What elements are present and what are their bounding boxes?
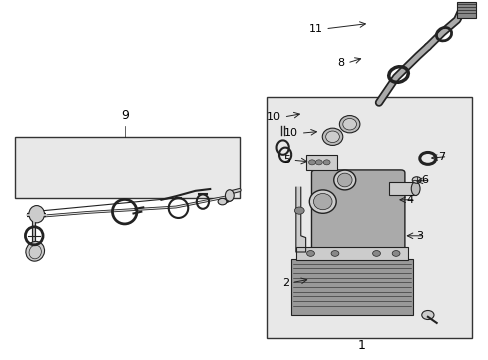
Circle shape: [308, 160, 315, 165]
Ellipse shape: [411, 177, 420, 183]
Circle shape: [315, 160, 322, 165]
Text: 10: 10: [266, 112, 281, 122]
Bar: [456, 2, 475, 18]
Text: 7: 7: [437, 152, 444, 162]
Bar: [388, 182, 415, 195]
Circle shape: [323, 160, 329, 165]
Ellipse shape: [333, 170, 355, 190]
Ellipse shape: [325, 131, 339, 143]
Circle shape: [306, 251, 314, 256]
Text: 6: 6: [420, 175, 427, 185]
Ellipse shape: [339, 116, 359, 133]
Bar: [290, 259, 412, 315]
Text: 4: 4: [405, 195, 412, 205]
Text: 10: 10: [284, 128, 298, 138]
Circle shape: [330, 251, 338, 256]
Text: 3: 3: [415, 231, 422, 241]
Ellipse shape: [421, 310, 433, 320]
Text: 5: 5: [283, 155, 289, 165]
Polygon shape: [295, 187, 305, 252]
Bar: [15, 137, 239, 198]
Circle shape: [294, 207, 304, 214]
Ellipse shape: [29, 206, 44, 223]
Ellipse shape: [342, 118, 356, 130]
Ellipse shape: [337, 173, 351, 187]
Ellipse shape: [26, 242, 44, 261]
Bar: [266, 97, 471, 338]
Bar: [295, 247, 407, 260]
Circle shape: [372, 251, 380, 256]
Circle shape: [391, 251, 399, 256]
Ellipse shape: [308, 190, 336, 213]
FancyBboxPatch shape: [311, 170, 404, 255]
Ellipse shape: [313, 194, 331, 210]
Ellipse shape: [322, 128, 342, 145]
Ellipse shape: [218, 198, 226, 205]
Text: 1: 1: [357, 339, 365, 352]
Bar: [305, 155, 337, 170]
Text: 8: 8: [337, 58, 344, 68]
Text: 2: 2: [281, 278, 288, 288]
Text: 9: 9: [121, 109, 128, 122]
Text: 11: 11: [308, 24, 322, 34]
Ellipse shape: [225, 190, 234, 201]
Ellipse shape: [410, 182, 419, 195]
